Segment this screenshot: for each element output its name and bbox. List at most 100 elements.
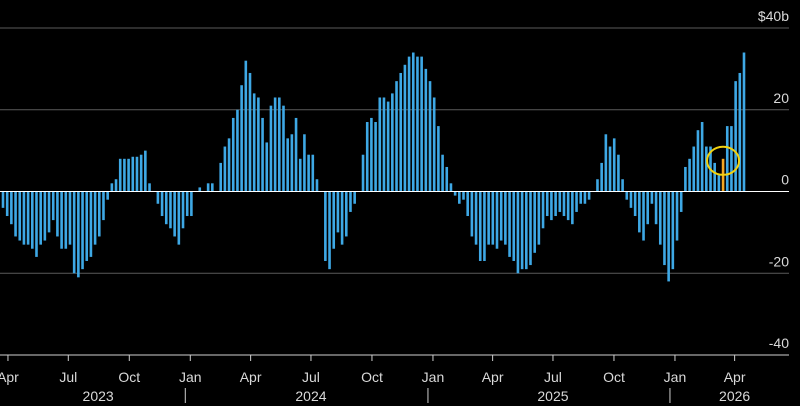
bar: [696, 130, 700, 192]
bar: [411, 52, 415, 192]
bar: [5, 191, 9, 217]
bar: [516, 191, 520, 274]
bar: [56, 191, 59, 237]
highlight-circle: [706, 145, 741, 176]
bar: [26, 191, 30, 245]
bar: [110, 183, 114, 192]
bar: [227, 138, 231, 192]
bar: [453, 191, 457, 196]
y-axis: $40b 20 0 -20 -40: [758, 8, 789, 351]
bar: [64, 191, 68, 249]
bar: [554, 191, 557, 217]
bar: [177, 191, 181, 245]
bar: [679, 191, 683, 212]
bar: [340, 191, 344, 245]
bar: [445, 166, 449, 192]
bar: [127, 158, 130, 192]
bar: [286, 138, 289, 192]
bar: [353, 191, 356, 204]
bar: [382, 97, 386, 192]
bar: [328, 191, 331, 270]
bar: [717, 175, 721, 192]
bar: [604, 134, 608, 192]
bar: [160, 191, 164, 217]
bar: [97, 191, 101, 237]
bar: [596, 179, 599, 192]
bar: [240, 85, 243, 192]
bar: [164, 191, 168, 225]
bar: [529, 191, 532, 266]
bar: [575, 191, 578, 212]
bar: [344, 191, 348, 237]
bar: [583, 191, 587, 204]
bar: [206, 183, 210, 192]
bar: [742, 52, 746, 192]
bar: [730, 126, 733, 192]
bar: [72, 191, 76, 274]
bar: [508, 191, 511, 257]
x-tick-label: Jan: [664, 369, 687, 385]
bar: [441, 154, 444, 192]
bar: [315, 179, 319, 192]
bar: [282, 105, 285, 192]
bar: [675, 191, 679, 241]
x-tick-label: Jan: [422, 369, 445, 385]
y-tick-label: -20: [769, 253, 789, 269]
y-tick-label: $40b: [758, 8, 789, 24]
bar: [102, 191, 105, 221]
bar: [612, 138, 616, 192]
bar: [638, 191, 641, 233]
bar: [428, 81, 432, 192]
latest-bar-highlight: [706, 145, 741, 176]
bar: [416, 56, 419, 192]
bar: [35, 191, 38, 257]
bar: [18, 191, 22, 241]
bar: [663, 191, 666, 266]
bar: [395, 81, 398, 192]
bar: [608, 146, 612, 192]
bar: [449, 183, 453, 192]
bar: [185, 191, 189, 217]
bar: [156, 191, 160, 204]
bar: [738, 72, 742, 192]
bar: [77, 191, 80, 278]
bar: [22, 191, 26, 245]
bar: [587, 191, 591, 200]
bar: [114, 179, 118, 192]
bar: [370, 117, 373, 192]
bar: [31, 191, 34, 249]
bar: [169, 191, 172, 229]
bar: [671, 191, 675, 270]
bar: [550, 191, 553, 221]
bar: [487, 191, 490, 245]
bar: [617, 154, 620, 192]
bar: [466, 191, 469, 217]
bar: [470, 191, 474, 237]
x-tick-label: Jul: [59, 369, 77, 385]
bar: [252, 93, 256, 192]
bar: [303, 134, 306, 192]
bar: [14, 191, 17, 237]
bars: [1, 52, 746, 282]
bar: [629, 191, 633, 208]
y-tick-label: -40: [769, 335, 789, 351]
bar: [700, 122, 704, 192]
bar: [294, 117, 298, 192]
x-tick-label: Apr: [0, 369, 19, 385]
bar: [633, 191, 637, 217]
bar: [654, 191, 658, 225]
bar: [290, 134, 294, 192]
bar: [1, 191, 5, 208]
bar: [135, 156, 139, 192]
bar: [336, 191, 340, 233]
bar: [118, 158, 122, 192]
bar: [257, 97, 260, 192]
bar: [621, 179, 624, 192]
bar: [713, 162, 716, 192]
bar: [39, 191, 42, 245]
bar: [131, 156, 135, 192]
x-tick-label: Jan: [179, 369, 202, 385]
bar: [93, 191, 97, 245]
bar: [537, 191, 541, 245]
